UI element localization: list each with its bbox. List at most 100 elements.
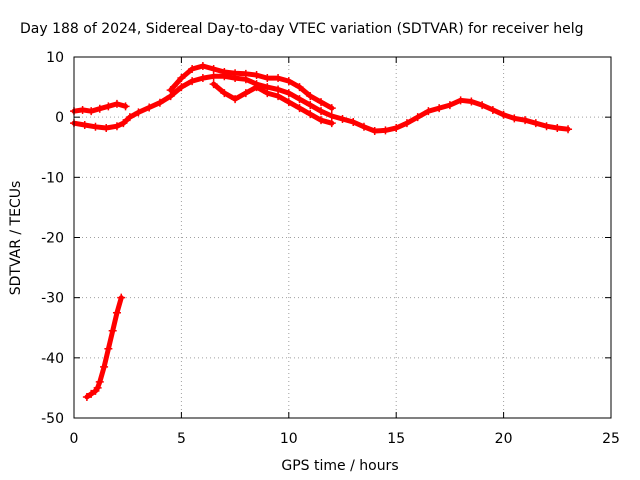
data-point (327, 111, 336, 120)
data-point (327, 104, 336, 113)
data-point (134, 108, 143, 117)
data-point (564, 125, 573, 134)
data-point (231, 69, 240, 78)
x-tick-label: 20 (495, 431, 513, 447)
data-point (295, 104, 304, 113)
data-point (241, 69, 250, 78)
data-point (220, 89, 229, 98)
data-point (306, 110, 315, 119)
data-point (284, 77, 293, 86)
data-point (402, 119, 411, 128)
data-point (188, 65, 197, 74)
data-point (306, 92, 315, 101)
data-point (177, 83, 186, 92)
data-point (445, 101, 454, 110)
ticks: 0 5 10 15 20 25 -50 -40 -30 -20 -10 0 10 (41, 50, 620, 447)
data-point (198, 74, 207, 83)
data-point (359, 122, 368, 131)
data-point (370, 127, 379, 136)
data-point (381, 126, 390, 135)
data-point (121, 102, 130, 111)
data-point (456, 96, 465, 105)
y-tick-label: -30 (41, 291, 64, 307)
data-point (188, 77, 197, 86)
data-point (295, 83, 304, 92)
data-point (102, 123, 111, 132)
data-point (119, 119, 128, 128)
y-tick-label: 0 (55, 110, 64, 126)
y-axis-label: SDTVAR / TECUs (8, 181, 24, 296)
data-point (220, 68, 229, 77)
data-point (284, 89, 293, 98)
data-point (100, 362, 109, 371)
series-line (211, 81, 335, 126)
data-point (542, 122, 551, 131)
data-point (112, 308, 121, 317)
data-point (125, 113, 134, 122)
data-point (93, 383, 102, 392)
data-point (413, 113, 422, 122)
data-point (104, 344, 113, 353)
x-tick-label: 25 (602, 431, 620, 447)
series-line (71, 73, 571, 134)
data-point (338, 114, 347, 123)
data-point (392, 123, 401, 132)
data-point (91, 122, 100, 131)
data-point (104, 102, 113, 111)
data-point (87, 389, 96, 398)
x-axis-label: GPS time / hours (281, 458, 398, 474)
data-point (95, 377, 104, 386)
data-point (209, 72, 218, 81)
data-point (252, 83, 261, 92)
data-point (112, 99, 121, 108)
series-track-upper (166, 62, 336, 113)
data-point (274, 74, 283, 83)
y-tick-label: -40 (41, 351, 64, 367)
y-tick-label: -10 (41, 170, 64, 186)
series-line (84, 295, 124, 400)
x-tick-label: 15 (387, 431, 405, 447)
data-point (80, 120, 89, 129)
data-point (467, 97, 476, 106)
y-tick-label: -20 (41, 231, 64, 247)
data-point (166, 86, 175, 95)
data-point (263, 74, 272, 83)
data-point (155, 98, 164, 107)
data-point (284, 98, 293, 107)
data-point (317, 107, 326, 116)
data-point (435, 104, 444, 113)
data-point (231, 95, 240, 104)
data-point (112, 122, 121, 131)
series-track-drop (82, 293, 126, 401)
data-point (531, 119, 540, 128)
data-point (510, 114, 519, 123)
data-point (82, 392, 91, 401)
data-point (306, 101, 315, 110)
series-track-main (70, 72, 573, 136)
data-point (424, 107, 433, 116)
y-tick-label: 10 (46, 50, 64, 66)
data-point (145, 103, 154, 112)
data-point (108, 326, 117, 335)
data-point (274, 92, 283, 101)
data-point (78, 105, 87, 114)
data-point (95, 104, 104, 113)
series-line (168, 63, 335, 111)
data-point (553, 123, 562, 132)
data-point (87, 107, 96, 116)
data-point (295, 95, 304, 104)
data-point (209, 65, 218, 74)
x-tick-label: 5 (177, 431, 186, 447)
data-point (488, 105, 497, 114)
data-point (317, 116, 326, 125)
data-point (198, 62, 207, 71)
data-point (263, 89, 272, 98)
data-point (317, 98, 326, 107)
x-tick-label: 0 (70, 431, 79, 447)
data-point (521, 116, 530, 125)
data-point (209, 80, 218, 89)
data-point (478, 101, 487, 110)
data-point (499, 110, 508, 119)
data-point (252, 71, 261, 80)
